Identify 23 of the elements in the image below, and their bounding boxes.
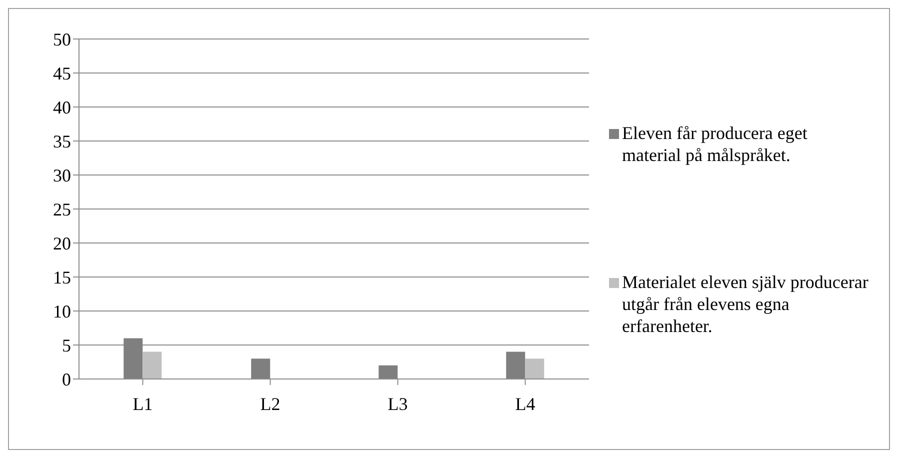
y-tick-label: 40: [53, 97, 71, 118]
x-tick-label: L2: [260, 394, 280, 414]
y-tick-label: 15: [53, 267, 71, 288]
y-tick-label: 50: [53, 29, 71, 50]
y-tick-label: 35: [53, 131, 71, 152]
bar: [378, 365, 398, 379]
y-tick-label: 10: [53, 301, 71, 322]
x-tick-label: L4: [515, 394, 536, 414]
bar: [506, 352, 526, 379]
y-tick-label: 25: [53, 199, 71, 220]
x-tick-label: L3: [388, 394, 408, 414]
bar: [124, 338, 143, 379]
y-tick-label: 5: [62, 335, 71, 356]
y-tick-label: 45: [53, 63, 71, 84]
legend-label: Eleven får producera eget material på målspråket.: [622, 122, 808, 166]
legend-label: Materialet eleven själv producerar utgår från elevens egna erfarenheter.: [622, 270, 869, 336]
bar: [142, 352, 162, 379]
bar: [251, 358, 270, 379]
bar: [525, 358, 544, 379]
y-tick-label: 30: [53, 165, 71, 186]
y-tick-label: 0: [62, 369, 71, 390]
x-tick-label: L1: [132, 394, 153, 414]
y-tick-label: 20: [53, 233, 71, 254]
